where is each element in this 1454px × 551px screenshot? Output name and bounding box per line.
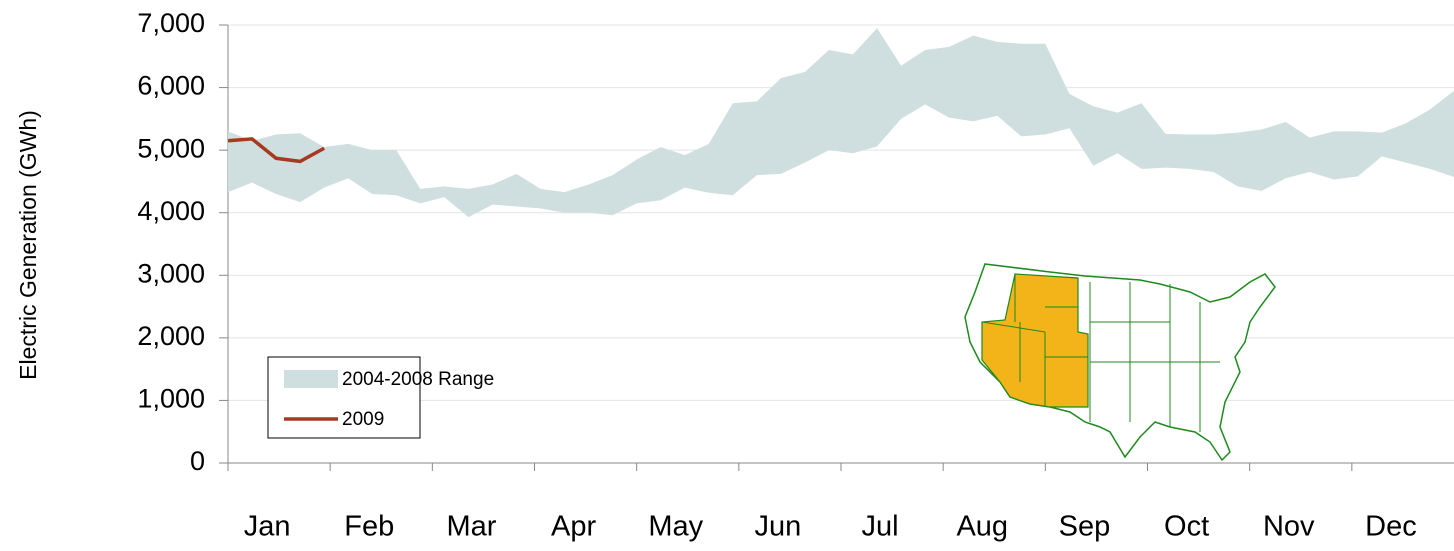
state-borders: [981, 274, 1088, 407]
y-tick-label: 6,000: [137, 71, 205, 101]
x-tick-label: Dec: [1365, 511, 1417, 543]
y-tick-label: 7,000: [137, 8, 205, 38]
x-tick-label: Jun: [755, 511, 802, 543]
y-tick-label: 0: [190, 446, 205, 476]
x-tick-label: Aug: [956, 511, 1008, 543]
y-tick-label: 2,000: [137, 321, 205, 351]
line-2009: [227, 137, 325, 164]
us-map-inset: [964, 263, 1276, 462]
x-tick-label: Feb: [344, 511, 394, 543]
y-tick-label: 3,000: [137, 258, 205, 288]
y-axis-title: Electric Generation (GWh): [15, 110, 41, 380]
x-tick-label: Mar: [446, 511, 496, 543]
x-tick-label: May: [648, 511, 703, 543]
y-tick-label: 4,000: [137, 196, 205, 226]
range-area: [228, 28, 1454, 218]
legend-label: 2004-2008 Range: [342, 369, 494, 390]
y-tick-label: 5,000: [137, 133, 205, 163]
x-tick-label: Sep: [1059, 511, 1111, 543]
legend-swatch: [284, 370, 338, 388]
x-tick-label: Jul: [862, 511, 899, 543]
x-tick-label: Nov: [1263, 511, 1315, 543]
x-tick-label: Oct: [1164, 511, 1209, 543]
y-tick-label: 1,000: [137, 384, 205, 414]
legend-label: 2009: [342, 409, 384, 430]
x-tick-label: Jan: [244, 511, 291, 543]
x-tick-label: Apr: [551, 511, 596, 543]
state-borders-east: [1089, 282, 1220, 432]
